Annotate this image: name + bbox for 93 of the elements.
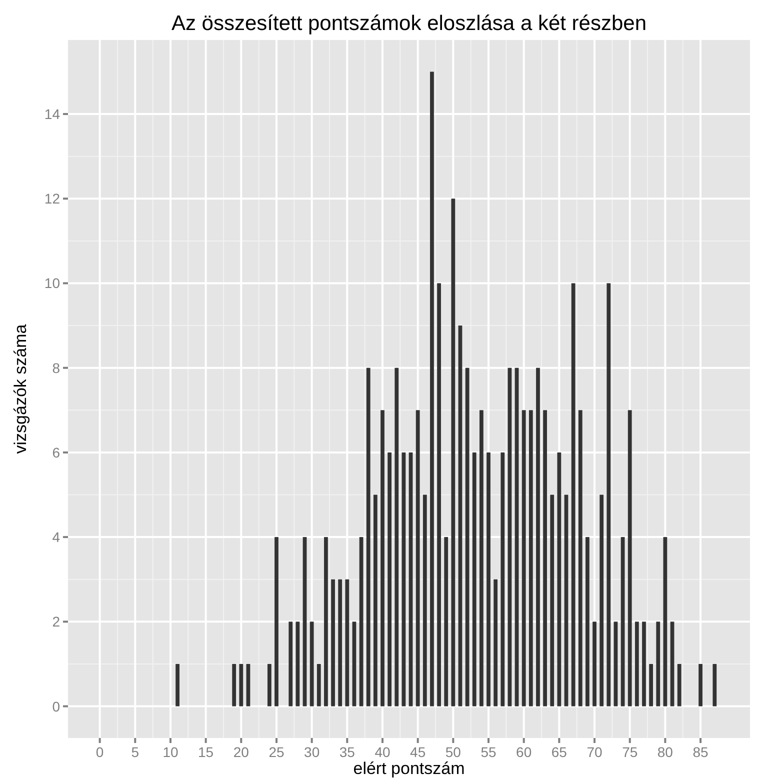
bar <box>620 537 625 706</box>
bar <box>698 664 702 706</box>
bar <box>338 579 342 706</box>
y-tick-label: 2 <box>52 614 60 630</box>
bar <box>288 622 293 706</box>
bar <box>578 410 582 706</box>
x-tick-label: 10 <box>162 744 178 760</box>
bar <box>606 283 611 706</box>
bar <box>373 494 378 706</box>
bar <box>444 537 448 706</box>
chart-title: Az összesített pontszámok eloszlása a két részben <box>171 12 647 35</box>
bar <box>359 537 364 706</box>
x-tick-label: 30 <box>304 744 320 760</box>
bar <box>437 283 441 706</box>
bar <box>649 664 653 706</box>
bar <box>324 537 328 706</box>
y-tick-label: 0 <box>52 698 60 714</box>
bar <box>430 72 434 706</box>
bar <box>536 368 540 706</box>
y-tick-label: 4 <box>52 529 60 546</box>
bar <box>239 664 244 706</box>
bar <box>366 368 370 706</box>
y-tick-label: 14 <box>44 106 60 122</box>
bar <box>267 664 272 706</box>
y-tick-label: 10 <box>44 275 60 292</box>
x-tick-label: 35 <box>339 744 356 760</box>
bar <box>494 579 498 706</box>
bar <box>592 622 596 706</box>
bar <box>345 579 350 706</box>
bar <box>670 622 674 706</box>
x-tick-label: 70 <box>586 744 603 760</box>
bar <box>274 537 278 706</box>
bar <box>500 452 505 706</box>
bar <box>600 494 604 706</box>
bar <box>302 537 307 706</box>
x-tick-label: 85 <box>692 744 709 760</box>
bar <box>614 622 618 706</box>
x-tick-label: 20 <box>233 744 250 760</box>
bar <box>388 452 392 706</box>
bar <box>656 622 660 706</box>
bar <box>472 452 476 706</box>
bar <box>451 198 456 706</box>
bar <box>296 622 300 706</box>
bar <box>316 664 321 706</box>
x-tick-label: 65 <box>551 744 568 760</box>
x-tick-label: 45 <box>410 744 426 760</box>
bar <box>458 326 462 706</box>
bar <box>677 664 682 706</box>
bar <box>634 622 639 706</box>
bar <box>416 410 420 706</box>
x-tick-label: 55 <box>480 744 497 760</box>
bar <box>331 579 335 706</box>
bar <box>543 410 547 706</box>
bar <box>514 368 519 706</box>
bar <box>465 368 470 706</box>
y-tick-label: 8 <box>52 360 60 376</box>
bar <box>479 410 484 706</box>
y-axis-title: vizsgázók száma <box>11 324 30 454</box>
x-tick-label: 40 <box>374 744 390 760</box>
bar <box>550 494 554 706</box>
bar <box>176 664 180 706</box>
bar <box>310 622 314 706</box>
bar <box>380 410 384 706</box>
bar <box>557 452 562 706</box>
x-axis-title: elért pontszám <box>353 759 465 778</box>
bar <box>571 283 576 706</box>
bar <box>663 537 668 706</box>
bar <box>586 537 590 706</box>
x-tick-label: 25 <box>268 744 284 760</box>
bar <box>352 622 356 706</box>
bar <box>486 452 490 706</box>
x-tick-label: 80 <box>657 744 674 760</box>
bar <box>394 368 399 706</box>
bar <box>508 368 512 706</box>
y-tick-label: 6 <box>52 444 60 460</box>
x-tick-label: 15 <box>198 744 214 760</box>
bar <box>522 410 526 706</box>
bar <box>408 452 413 706</box>
x-tick-label: 50 <box>445 744 462 760</box>
bar <box>232 664 236 706</box>
bar <box>564 494 568 706</box>
bar <box>402 452 406 706</box>
bar <box>528 410 533 706</box>
bar <box>246 664 250 706</box>
x-tick-label: 5 <box>131 744 140 760</box>
y-tick-label: 12 <box>44 190 60 207</box>
bar <box>422 494 427 706</box>
x-tick-label: 75 <box>622 744 638 760</box>
bar <box>642 622 646 706</box>
x-tick-label: 0 <box>96 744 104 760</box>
x-tick-label: 60 <box>516 744 532 760</box>
bar <box>712 664 717 706</box>
bar <box>628 410 632 706</box>
